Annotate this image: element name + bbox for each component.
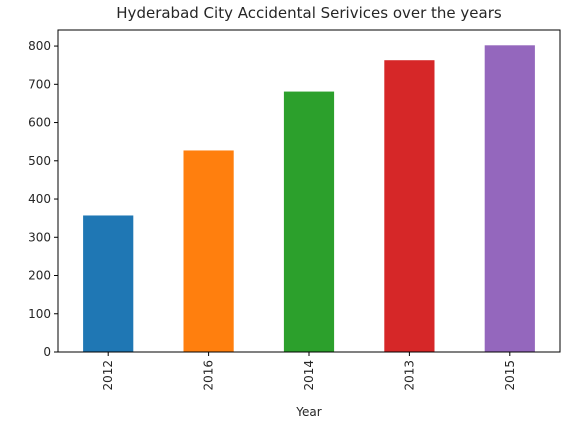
y-tick-label: 800: [28, 39, 51, 53]
y-tick-label: 100: [28, 307, 51, 321]
x-tick-label: 2016: [202, 360, 216, 391]
y-axis: 0 100 200 300 400 500 600 700 800: [28, 39, 58, 359]
y-tick-label: 500: [28, 154, 51, 168]
bar-2016: [183, 150, 234, 352]
x-axis: 2012 2016 2014 2013 2015: [101, 352, 517, 391]
y-tick-label: 700: [28, 77, 51, 91]
x-tick-label: 2015: [503, 360, 517, 391]
bar-2015: [484, 45, 535, 353]
x-tick-label: 2014: [302, 360, 316, 391]
chart-title: Hyderabad City Accidental Serivices over…: [116, 4, 502, 22]
x-tick-label: 2013: [402, 360, 416, 391]
y-tick-label: 600: [28, 116, 51, 130]
y-tick-label: 300: [28, 230, 51, 244]
plot-frame: [57, 29, 561, 353]
bar-2012: [83, 215, 134, 352]
y-tick-label: 0: [43, 345, 51, 359]
x-tick-label: 2012: [101, 360, 115, 391]
x-axis-label: Year: [295, 405, 321, 419]
bars: [83, 45, 535, 353]
y-tick-label: 200: [28, 269, 51, 283]
bar-2013: [384, 60, 435, 353]
y-tick-label: 400: [28, 192, 51, 206]
bar-2014: [283, 91, 335, 352]
